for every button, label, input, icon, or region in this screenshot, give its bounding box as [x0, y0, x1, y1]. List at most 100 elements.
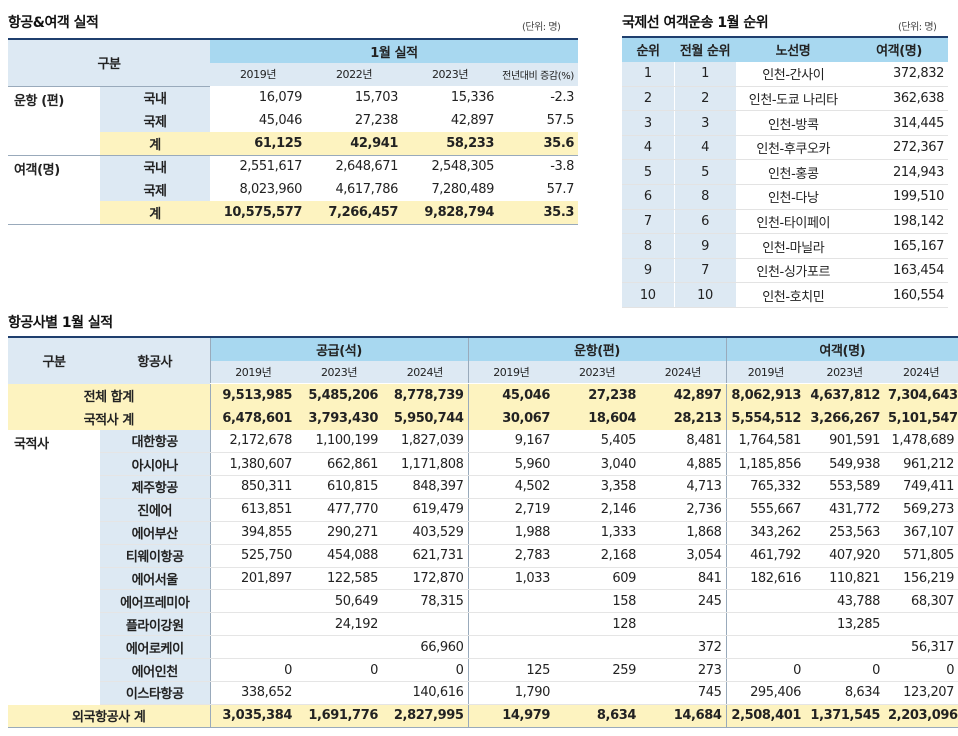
table-row: 8 9 인천-마닐라 165,167 — [622, 233, 948, 259]
table-cell — [209, 589, 296, 614]
table-cell — [467, 589, 555, 614]
route-cell: 인천-홍콩 — [736, 159, 850, 186]
table-cell: 14,684 — [640, 704, 727, 728]
table-cell: 2,172,678 — [209, 429, 296, 454]
table-cell: 15,336 — [402, 85, 498, 109]
rank-cell: 1 — [622, 61, 675, 87]
header-year: 2019년 — [210, 63, 306, 87]
table-row: 7 6 인천-타이페이 198,142 — [622, 209, 948, 235]
prev-rank-cell: 8 — [674, 184, 737, 210]
airline-name: 이스타항공 — [100, 681, 210, 705]
table-cell: 662,861 — [296, 452, 382, 476]
table-cell: 0 — [209, 658, 296, 682]
prev-rank-cell: 10 — [674, 282, 737, 309]
header-year: 2019년 — [725, 361, 806, 385]
table-cell: 3,266,267 — [805, 406, 885, 430]
airline-name: 에어프레미아 — [100, 589, 210, 614]
table-cell: 901,591 — [805, 429, 885, 454]
airline-name: 에어서울 — [100, 567, 210, 591]
table-row: 6 8 인천-다낭 199,510 — [622, 184, 948, 210]
table-cell: 613,851 — [209, 498, 296, 522]
table-cell: 338,652 — [209, 681, 296, 705]
route-cell: 인천-후쿠오카 — [736, 135, 850, 161]
header-year: 2024년 — [382, 361, 469, 385]
table-cell: 290,271 — [296, 521, 382, 545]
table-cell: 2,719 — [467, 498, 555, 522]
table-cell: 259 — [554, 658, 641, 682]
header-passengers: 여객(명) — [850, 37, 948, 62]
table-cell: 245 — [640, 589, 727, 614]
table-cell: 4,637,812 — [805, 383, 885, 407]
table-row: 에어프레미아 50,649 78,315 158 245 43,788 68,307 — [8, 589, 958, 614]
table-cell: 1,988 — [467, 521, 555, 545]
table-cell — [296, 681, 382, 705]
table-cell: 619,479 — [382, 498, 469, 522]
table-cell: 201,897 — [209, 567, 296, 591]
prev-rank-cell: 1 — [674, 61, 737, 87]
table-cell: 569,273 — [884, 498, 958, 522]
table-cell: 14,979 — [467, 704, 555, 728]
table-cell: 28,213 — [640, 406, 727, 430]
row-label: 국내 — [100, 154, 210, 178]
route-cell: 인천-마닐라 — [736, 233, 850, 259]
table-cell: 13,285 — [805, 612, 885, 637]
airline-name: 제주항공 — [100, 475, 210, 499]
table-cell: 1,100,199 — [296, 429, 382, 454]
table-cell: 765,332 — [725, 475, 806, 499]
table-row: 4 4 인천-후쿠오카 272,367 — [622, 135, 948, 161]
passengers-cell: 214,943 — [850, 159, 948, 186]
table-cell: 172,870 — [382, 567, 469, 591]
table-cell: 0 — [382, 658, 469, 682]
flight-passenger-table: 구분 1월 실적 2019년 2022년 2023년 전년대비 증감(%) 운항… — [8, 38, 579, 225]
row-label: 국내 — [100, 85, 210, 109]
total-row-label: 전체 합계 — [8, 383, 210, 407]
table-cell: 1,371,545 — [805, 704, 885, 728]
table-cell: 1,790 — [467, 681, 555, 705]
table-cell: 253,563 — [805, 521, 885, 545]
table-row: 에어로케이 66,960 372 56,317 — [8, 635, 958, 660]
prev-rank-cell: 3 — [674, 110, 737, 136]
table-cell: 841 — [640, 567, 727, 591]
table-cell: 5,485,206 — [296, 383, 382, 407]
table-cell: 1,827,039 — [382, 429, 469, 454]
header-category: 구분 — [8, 337, 100, 384]
table-cell: 610,815 — [296, 475, 382, 499]
table-cell: 4,502 — [467, 475, 555, 499]
table-cell: 295,406 — [725, 681, 806, 705]
table-cell: 140,616 — [382, 681, 469, 705]
table-row: 3 3 인천-방콕 314,445 — [622, 110, 948, 136]
section2-title: 국제선 여객운송 1월 순위 — [622, 15, 769, 31]
table-cell: 57.5 — [546, 113, 575, 128]
prev-rank-cell: 5 — [674, 159, 737, 186]
route-cell: 인천-다낭 — [736, 184, 850, 210]
table-cell: 850,311 — [209, 475, 296, 499]
table-cell: 477,770 — [296, 498, 382, 522]
section1-title: 항공&여객 실적 — [8, 15, 99, 31]
table-cell: 35.6 — [498, 132, 579, 155]
table-cell — [467, 612, 555, 637]
rank-cell: 4 — [622, 135, 675, 161]
table-cell: 8,778,739 — [382, 383, 469, 407]
table-cell — [805, 635, 885, 660]
table-cell: 8,481 — [640, 429, 727, 454]
table-cell: 1,691,776 — [296, 704, 382, 728]
total-row: 전체 합계 9,513,985 5,485,206 8,778,739 45,046 27… — [8, 383, 958, 407]
prev-rank-cell: 2 — [674, 86, 737, 112]
table-row: 국적사 대한항공 2,172,678 1,100,199 1,827,039 9,167 5… — [8, 429, 958, 705]
table-cell: 372 — [640, 635, 727, 660]
airline-results-table: 구분 항공사 공급(석) 운항(편) 여객(명) 2019년 2023년 2024년… — [8, 336, 958, 728]
rank-cell: 7 — [622, 209, 675, 235]
table-cell: -3.8 — [498, 154, 579, 178]
table-cell: 1,185,856 — [725, 452, 806, 476]
prev-rank-cell: 6 — [674, 209, 737, 235]
table-cell: 2,203,096 — [884, 704, 958, 728]
table-cell — [296, 635, 382, 660]
table-cell: 525,750 — [209, 544, 296, 568]
table-cell: 1,764,581 — [725, 429, 806, 454]
table-cell: 78,315 — [382, 589, 469, 614]
passengers-cell: 165,167 — [850, 233, 948, 259]
table-cell: 3,054 — [640, 544, 727, 568]
table-cell: 8,634 — [805, 681, 885, 705]
table-cell: 0 — [296, 658, 382, 682]
table-cell: 2,827,995 — [382, 704, 469, 728]
